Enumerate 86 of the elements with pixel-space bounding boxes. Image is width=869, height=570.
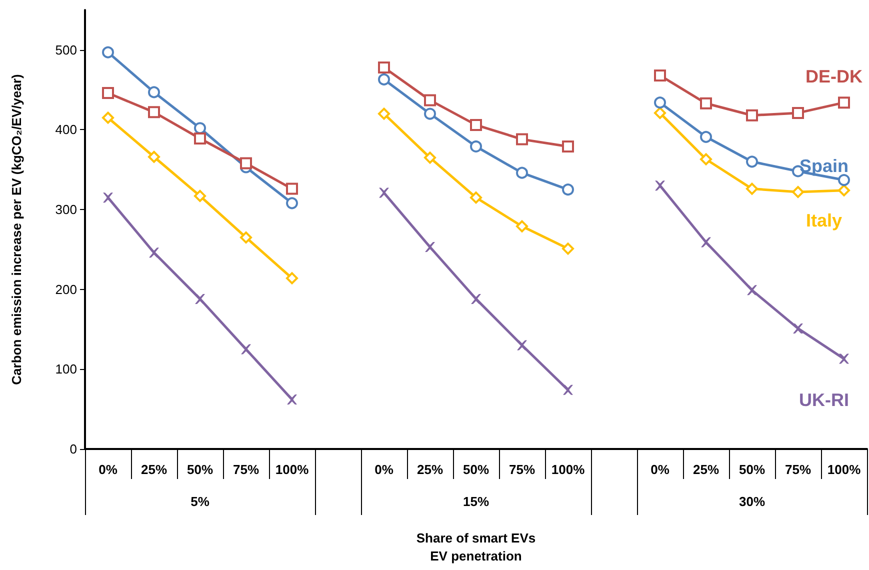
point (516, 220, 528, 232)
x-tick-label: 0% (98, 462, 118, 477)
point (562, 140, 574, 152)
x-tick-label: 100% (275, 462, 310, 477)
point (700, 130, 712, 143)
y-tick-label: 500 (55, 42, 77, 58)
series-label: Italy (806, 210, 842, 230)
point (517, 340, 527, 350)
point (424, 94, 436, 106)
point (148, 106, 160, 118)
x-tick-label: 75% (508, 462, 536, 477)
series-label: DE-DK (806, 66, 862, 87)
point (102, 46, 114, 58)
point (838, 96, 850, 109)
x-tick-label: 50% (462, 462, 490, 477)
point (149, 248, 159, 258)
y-tick-label: 300 (55, 202, 77, 218)
point (654, 106, 666, 119)
point (471, 294, 481, 304)
point (194, 132, 206, 145)
point (379, 188, 389, 198)
point (286, 182, 298, 195)
point (700, 153, 712, 166)
point (470, 192, 482, 204)
y-tick-label: 100 (55, 362, 77, 377)
point (424, 152, 436, 164)
point (286, 272, 298, 284)
x-tick-label: 75% (232, 462, 260, 477)
point (562, 242, 574, 255)
point (562, 184, 574, 196)
point (286, 197, 298, 210)
point (240, 231, 252, 244)
x-tick-label: 50% (186, 462, 214, 477)
point (516, 166, 528, 179)
text: 30% (738, 494, 766, 509)
point (195, 294, 205, 304)
point (194, 190, 206, 202)
point (839, 354, 849, 364)
point (654, 69, 666, 82)
x-axis-title: Share of smart EVs EV penetration (416, 530, 536, 564)
point (470, 118, 482, 131)
point (792, 106, 804, 119)
point (701, 237, 711, 248)
point (240, 157, 252, 170)
point (378, 61, 390, 74)
point (838, 184, 850, 196)
point (700, 97, 712, 110)
point (424, 108, 436, 120)
point (241, 344, 251, 354)
x-tick-label: 75% (784, 462, 812, 477)
point (793, 323, 803, 334)
point (746, 109, 758, 122)
point (746, 156, 758, 168)
x-tick-label: 25% (692, 462, 720, 477)
series-label: Spain (799, 156, 849, 176)
point (378, 73, 390, 86)
point (746, 182, 758, 195)
series-label: UK-RI (799, 390, 849, 410)
y-tick-label: 200 (55, 282, 77, 297)
point (287, 394, 297, 405)
text: 15% (462, 494, 490, 509)
point (103, 192, 113, 203)
x-tick-label: 25% (140, 462, 168, 477)
point (148, 86, 160, 98)
x-tick-label: 0% (650, 462, 670, 477)
point (102, 87, 114, 100)
point (148, 150, 160, 163)
point (654, 96, 666, 109)
text: 5% (190, 494, 210, 509)
x-tick-label: 100% (551, 462, 586, 477)
point (516, 133, 528, 146)
point (747, 285, 757, 296)
point (378, 108, 390, 120)
point (792, 186, 804, 198)
point (425, 242, 435, 252)
point (655, 180, 665, 191)
point (102, 112, 114, 124)
y-axis-title: Carbon emission increase per EV (kgCO₂/EV/year) (9, 74, 24, 385)
x-tick-label: 50% (738, 462, 766, 477)
point (470, 140, 482, 152)
x-tick-label: 100% (827, 462, 862, 477)
x-tick-label: 0% (374, 462, 394, 477)
y-tick-label: 0 (70, 442, 77, 456)
point (563, 384, 573, 395)
x-tick-label: 25% (416, 462, 444, 477)
y-tick-label: 400 (55, 122, 77, 138)
